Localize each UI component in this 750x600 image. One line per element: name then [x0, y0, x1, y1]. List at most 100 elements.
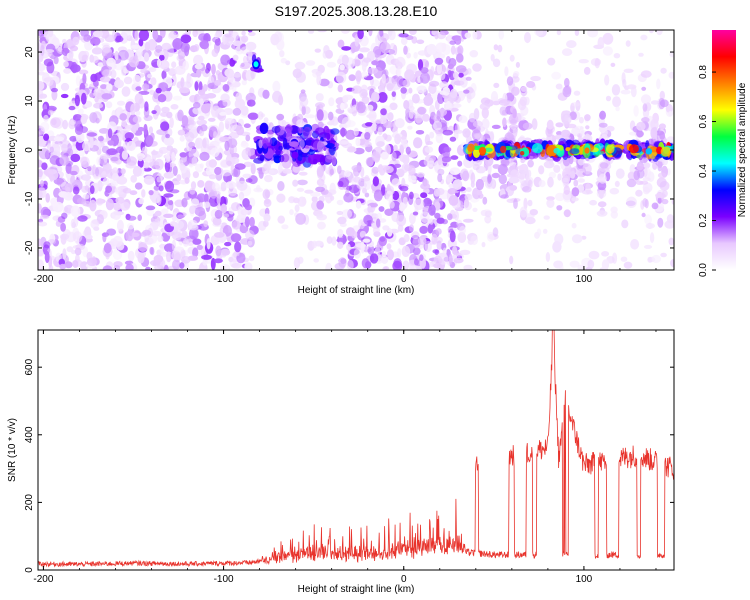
spectrogram-cell: [587, 259, 595, 269]
spectrogram-cell: [66, 246, 74, 253]
spectrogram-cell: [141, 146, 148, 154]
spectrogram-cell: [415, 130, 425, 135]
spectrogram-cell: [561, 48, 573, 56]
spectrogram-cell: [38, 148, 50, 160]
spectrogram-cell: [384, 134, 392, 142]
spectrogram-cell: [72, 231, 83, 243]
spectrogram-cell: [38, 221, 48, 227]
spectrogram-cell: [429, 218, 434, 225]
spectrogram-cell: [348, 74, 356, 82]
spectrogram-cell: [339, 140, 349, 145]
spectrogram-cell: [409, 224, 414, 232]
y-tick-label: 0: [24, 567, 35, 573]
spectrogram-cell: [578, 116, 584, 124]
spectrogram-cell: [192, 30, 198, 38]
spectrogram-cell: [671, 199, 674, 205]
spectrogram-cell: [144, 101, 149, 112]
spectrogram-cell: [285, 60, 291, 66]
spectrogram-cell: [341, 46, 352, 51]
spectrogram-cell: [194, 81, 199, 91]
spectrogram-cell: [581, 235, 587, 240]
spectrogram-cell: [519, 116, 526, 121]
spectrogram-cell: [355, 200, 362, 209]
spectrogram-cell: [214, 33, 220, 39]
spectrogram-cell: [70, 218, 76, 229]
spectrogram-cell: [337, 228, 344, 238]
spectrogram-cell: [174, 65, 186, 76]
spectrogram-cell: [457, 45, 464, 56]
spectrogram-cell: [255, 184, 261, 192]
spectrogram-cell: [285, 124, 293, 133]
spectrogram-cell: [454, 95, 461, 104]
spectrogram-cell: [395, 118, 405, 129]
spectrogram-cell: [343, 170, 351, 178]
spectrogram-cell: [573, 90, 581, 96]
spectrogram-cell: [434, 212, 441, 219]
spectrogram-cell: [234, 98, 246, 110]
spectrogram-cell: [531, 118, 538, 130]
spectrogram-cell: [238, 118, 244, 128]
spectrogram-cell: [234, 163, 246, 170]
spectrogram-cell: [510, 169, 519, 179]
spectrogram-cell: [143, 123, 148, 136]
spectrogram-cell: [243, 123, 251, 128]
spectrogram-cell: [513, 198, 518, 209]
spectrogram-cell: [195, 138, 200, 149]
spectrogram-cell: [389, 201, 395, 209]
spectrogram-cell: [96, 198, 104, 206]
spectrogram-cell: [416, 85, 427, 94]
spectrogram-cell: [408, 109, 414, 119]
spectrogram-cell: [546, 119, 554, 130]
spectrogram-cell: [464, 32, 472, 39]
spectrogram-cell: [402, 196, 408, 205]
spectrogram-cell: [299, 139, 305, 149]
spectrogram-cell: [275, 149, 281, 156]
spectrogram-cell: [382, 266, 388, 270]
spectrogram-cell: [220, 248, 231, 256]
spectrogram-cell: [229, 156, 240, 165]
spectrogram-cell: [623, 68, 634, 74]
spectrogram-cell: [372, 46, 381, 58]
spectrogram-cell: [569, 260, 580, 268]
spectrogram-cell: [427, 160, 435, 168]
spectrogram-y-axis: -20 -10 0 10 20: [24, 46, 674, 255]
colorbar: 0.0 0.2 0.4 0.6 0.8 Normalized spectral ampl…: [698, 30, 748, 277]
spectrogram-cell: [405, 146, 411, 155]
spectrogram-cell: [651, 254, 661, 264]
spectrogram-cell: [336, 199, 344, 206]
spectrogram-cell: [436, 110, 441, 121]
spectrogram-cell: [442, 129, 454, 136]
spectrogram-cell: [424, 146, 434, 154]
spectrogram-cell: [289, 141, 299, 148]
spectrogram-cell: [193, 44, 200, 52]
spectrogram-cell: [341, 54, 349, 65]
spectrogram-cell: [38, 131, 41, 138]
spectrogram-cell: [325, 49, 333, 59]
spectrogram-cell: [365, 157, 374, 167]
spectrogram-cell: [386, 249, 394, 261]
spectrogram-cell: [545, 252, 551, 262]
spectrogram-cell: [434, 249, 440, 256]
colorbar-tick-label: 0.4: [698, 164, 709, 178]
spectrogram-cell: [367, 245, 375, 255]
spectrogram-cell: [214, 209, 223, 219]
spectrogram-cell: [380, 151, 389, 160]
spectrogram-cell: [542, 228, 548, 234]
spectrogram-cell: [138, 30, 150, 41]
spectrogram-cell: [94, 95, 99, 103]
spectrogram-cell: [40, 180, 44, 187]
spectrogram-cell: [453, 257, 464, 264]
spectrogram-cell: [60, 93, 69, 99]
spectrogram-cell: [337, 39, 345, 48]
spectrogram-cell: [295, 213, 306, 225]
spectrogram-cell: [382, 225, 390, 231]
spectrogram-cell: [532, 152, 539, 159]
spectrogram-cell: [660, 252, 667, 258]
spectrogram-cell: [232, 108, 242, 116]
spectrogram-cell: [437, 155, 443, 166]
spectrogram-cell: [243, 55, 248, 64]
spectrogram-cell: [198, 33, 209, 42]
spectrogram-cell: [172, 259, 181, 270]
spectrogram-cell: [125, 229, 134, 242]
